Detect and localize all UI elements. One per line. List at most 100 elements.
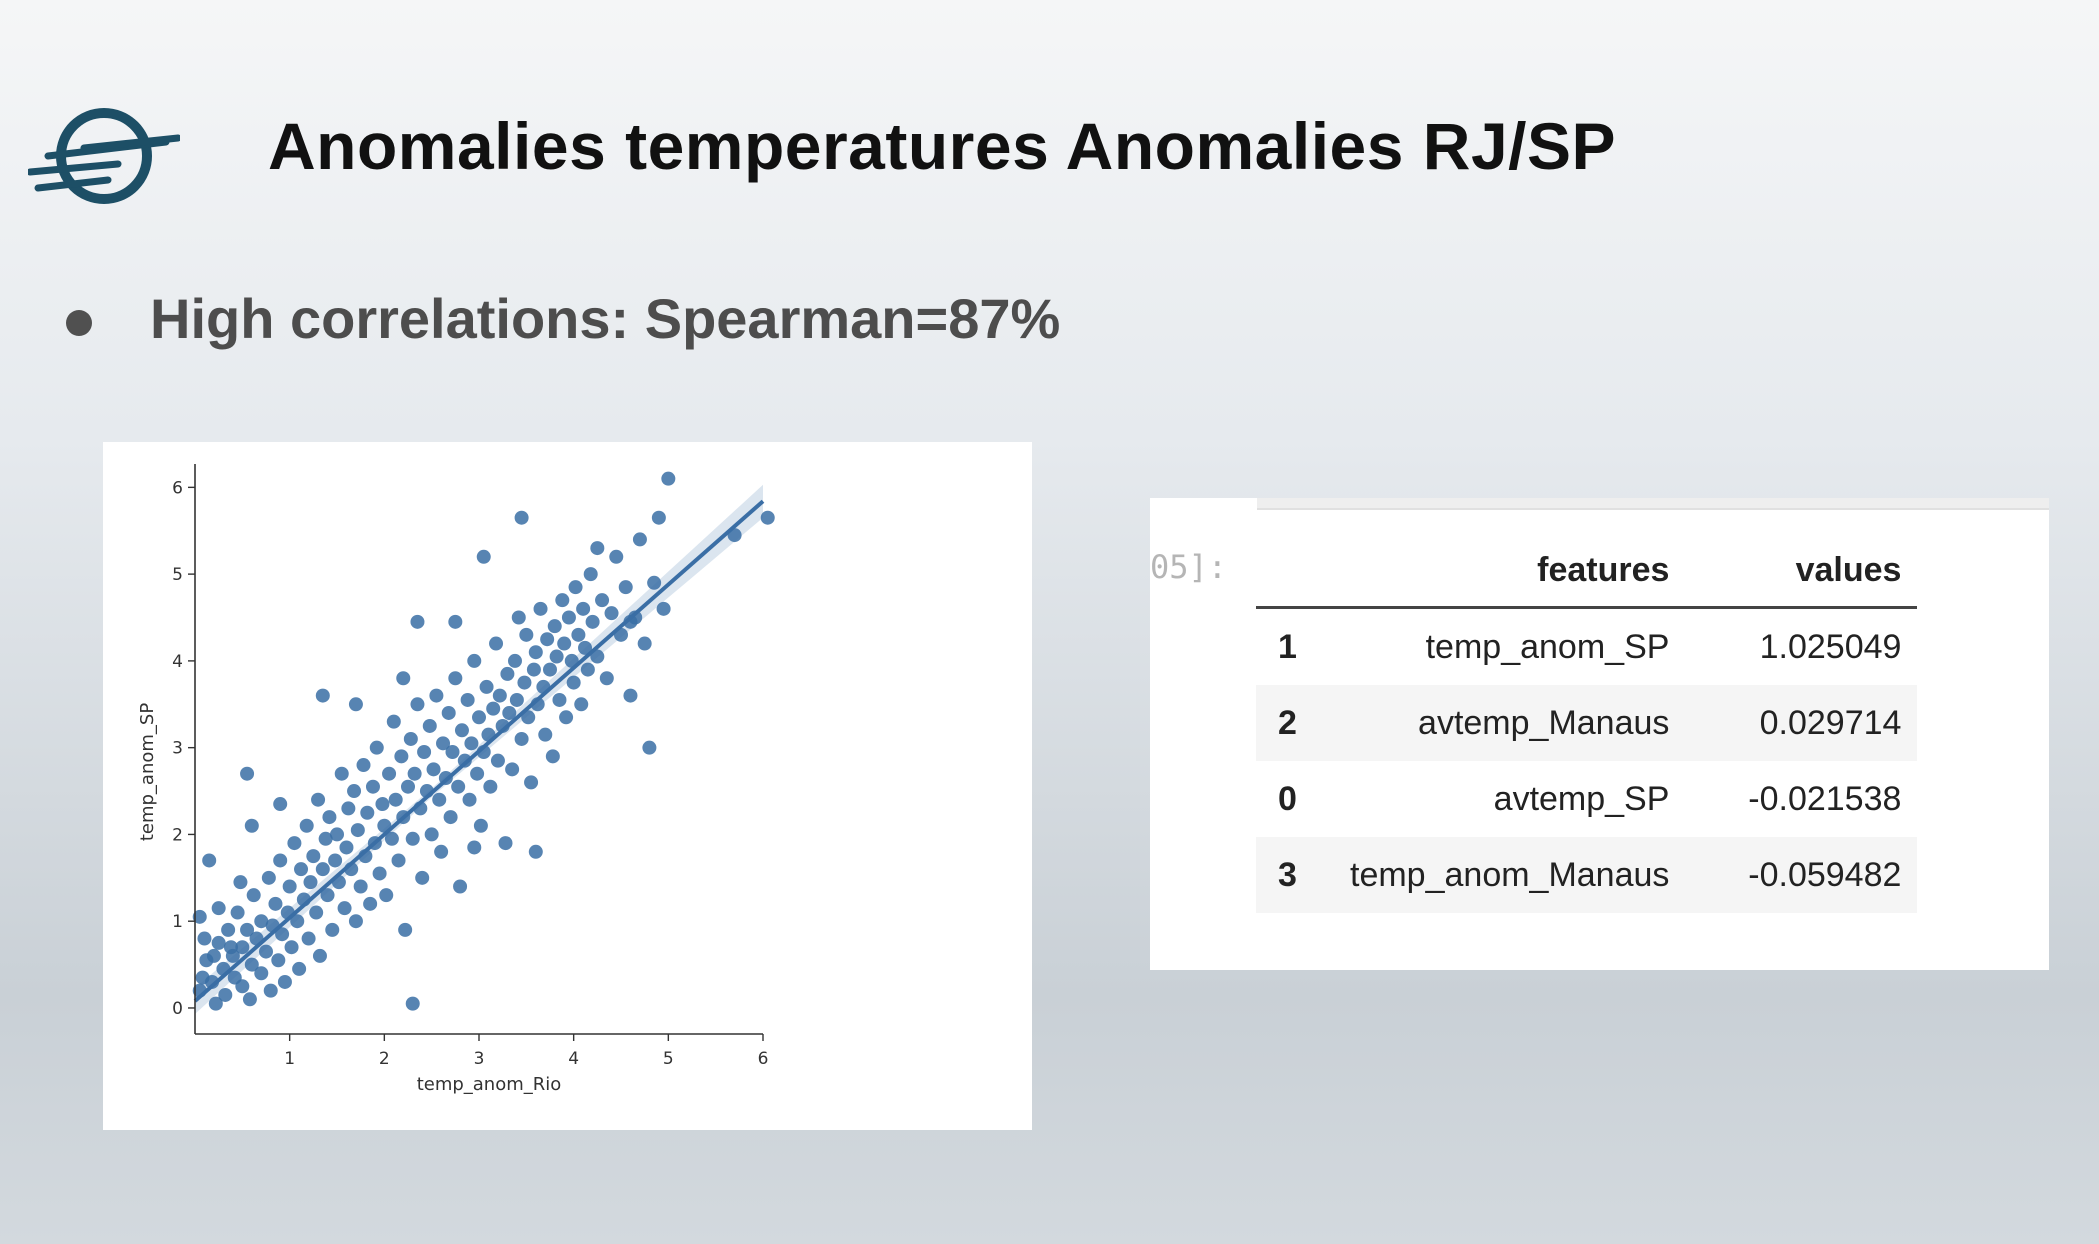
scatter-point [464, 736, 479, 751]
row-feature: temp_anom_Manaus [1350, 855, 1670, 894]
scatter-point [460, 692, 475, 707]
scatter-point [528, 645, 543, 660]
scatter-point [369, 740, 384, 755]
table-row: 0 avtemp_SP -0.021538 [1256, 761, 1917, 837]
scatter-point [337, 901, 352, 916]
row-value: 0.029714 [1759, 703, 1902, 742]
row-feature: avtemp_Manaus [1418, 703, 1670, 742]
scatter-point [473, 818, 488, 833]
scatter-point [325, 922, 340, 937]
scatter-point [350, 823, 365, 838]
scatter-point [244, 957, 259, 972]
bullet-dot [66, 310, 92, 336]
row-index: 2 [1278, 703, 1297, 742]
row-feature: temp_anom_SP [1425, 627, 1670, 666]
scatter-point [405, 831, 420, 846]
scatter-point [235, 940, 250, 955]
scatter-point [505, 762, 520, 777]
scatter-point [514, 731, 529, 746]
scatter-point [240, 922, 255, 937]
scatter-point [379, 888, 394, 903]
scatter-point [651, 510, 666, 525]
scatter-point [235, 979, 250, 994]
regression-line [193, 499, 765, 1003]
scatter-point [543, 662, 557, 677]
scatter-point [407, 766, 422, 781]
scatter-point [492, 688, 507, 703]
scatter-point [328, 853, 343, 868]
x-tick-label: 1 [284, 1049, 295, 1069]
scatter-point [244, 818, 259, 833]
scatter-point [583, 567, 598, 582]
scatter-point [590, 541, 605, 556]
scatter-point [472, 710, 486, 725]
scatter-point [261, 870, 276, 885]
scatter-point [609, 549, 624, 564]
x-tick-label: 3 [474, 1049, 485, 1069]
scatter-point [197, 931, 212, 946]
scatter-point [483, 779, 498, 794]
scatter-point [315, 862, 330, 877]
table-row: 1 temp_anom_SP 1.025049 [1256, 608, 1917, 686]
slide-title: Anomalies temperatures Anomalies RJ/SP [268, 109, 1617, 183]
scatter-point [386, 714, 401, 729]
scatter-point [398, 922, 413, 937]
scatter-point [637, 636, 652, 651]
x-tick-label: 2 [379, 1049, 390, 1069]
scatter-point [467, 840, 482, 855]
scatter-point [356, 758, 371, 773]
scatter-point [574, 697, 589, 712]
dataframe-output-panel: 05]: features values 1 temp_anom_SP 1.02… [1150, 498, 2049, 970]
scatter-point [470, 766, 485, 781]
scatter-point [426, 762, 441, 777]
scatter-point [486, 701, 501, 716]
scatter-point [538, 727, 553, 742]
scatter-point [632, 532, 647, 547]
row-value: -0.059482 [1748, 855, 1902, 894]
scatter-point [524, 775, 539, 790]
cell-prompt: 05]: [1150, 548, 1228, 586]
scatter-point [585, 614, 600, 629]
scatter-point [547, 619, 562, 634]
row-index: 3 [1278, 855, 1297, 894]
scatter-point [432, 792, 447, 807]
y-tick-label: 0 [172, 999, 183, 1019]
scatter-point [436, 736, 451, 751]
scatter-point [284, 940, 299, 955]
scatter-point [453, 879, 468, 894]
scatter-point [576, 601, 591, 616]
x-axis-label: temp_anom_Rio [417, 1074, 562, 1095]
scatter-point [517, 675, 532, 690]
scatter-point [566, 675, 581, 690]
scatter-point [259, 944, 273, 959]
scatter-point [360, 805, 375, 820]
scatter-point [623, 688, 638, 703]
scatter-point [315, 688, 330, 703]
scatter-point [339, 840, 354, 855]
scatter-point [462, 792, 477, 807]
scatter-point [394, 749, 409, 764]
scatter-point [656, 601, 671, 616]
scatter-point [372, 866, 387, 881]
x-tick-label: 5 [663, 1049, 674, 1069]
scatter-point [301, 931, 316, 946]
scatter-point [509, 692, 524, 707]
scatter-point [318, 831, 333, 846]
scatter-point [424, 827, 439, 842]
scatter-point [341, 801, 356, 816]
scatter-point [476, 549, 491, 564]
scatter-point [363, 896, 378, 911]
scatter-point [417, 745, 432, 759]
scatter-point [347, 784, 362, 799]
cell-border [1257, 498, 2049, 510]
scatter-point [290, 914, 305, 929]
scatter-point [223, 940, 238, 955]
scatter-point [303, 875, 318, 890]
scatter-point [263, 983, 278, 998]
scatter-point [647, 575, 662, 590]
y-axis-label: temp_anom_SP [137, 703, 158, 842]
scatter-point [254, 966, 269, 981]
scatter-point [489, 636, 504, 651]
table-header-features: features [1334, 534, 1686, 609]
scatter-point [578, 640, 593, 655]
